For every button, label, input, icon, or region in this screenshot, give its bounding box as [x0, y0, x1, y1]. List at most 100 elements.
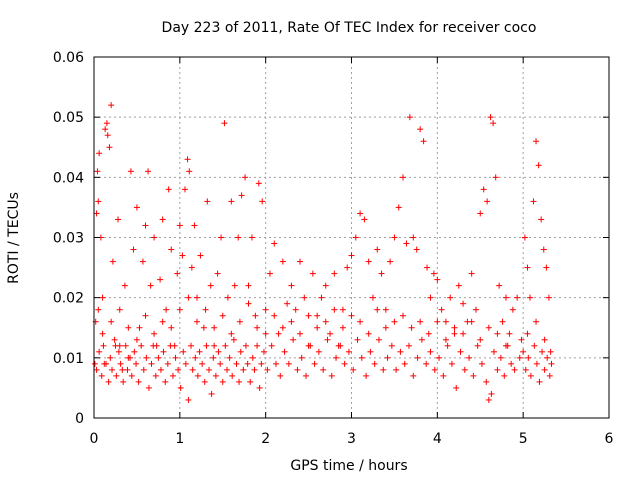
axis-ticks	[93, 56, 610, 419]
data-point	[516, 354, 523, 361]
data-point	[124, 366, 131, 373]
data-point	[427, 348, 434, 355]
data-point	[113, 372, 120, 379]
data-point	[238, 192, 245, 199]
data-point	[133, 204, 140, 211]
data-point	[119, 366, 126, 373]
data-point	[406, 114, 413, 121]
data-point	[105, 378, 112, 385]
data-point	[139, 258, 146, 265]
data-point	[472, 306, 479, 313]
data-point	[184, 156, 191, 163]
data-point	[413, 246, 420, 253]
data-points	[91, 102, 555, 403]
data-point	[301, 294, 308, 301]
data-point	[331, 306, 338, 313]
data-point	[152, 372, 159, 379]
data-point	[365, 258, 372, 265]
data-point	[297, 330, 303, 337]
data-point	[217, 360, 224, 367]
data-point	[182, 360, 189, 367]
data-point	[120, 378, 127, 385]
data-point	[122, 342, 129, 349]
data-point	[414, 354, 421, 361]
data-point	[93, 366, 100, 373]
data-point	[365, 330, 372, 337]
data-point	[155, 354, 162, 361]
data-point	[546, 372, 553, 379]
x-tick-label: 5	[519, 431, 528, 447]
data-point	[140, 366, 147, 373]
data-point	[99, 294, 106, 301]
data-point	[485, 396, 492, 403]
data-point	[488, 390, 495, 397]
data-point	[175, 366, 182, 373]
data-point	[427, 294, 434, 301]
data-point	[543, 264, 550, 271]
data-point	[138, 342, 145, 349]
data-point	[483, 378, 490, 385]
data-point	[339, 324, 346, 331]
data-point	[331, 270, 338, 277]
data-point	[159, 216, 166, 223]
data-point	[127, 168, 134, 175]
data-point	[536, 378, 543, 385]
data-point	[436, 354, 443, 361]
data-point	[142, 222, 149, 229]
data-point	[545, 294, 552, 301]
data-point	[109, 258, 116, 265]
data-point	[408, 324, 415, 331]
data-point	[503, 342, 509, 349]
data-point	[503, 294, 509, 301]
data-point	[200, 324, 207, 331]
data-point	[117, 360, 124, 367]
data-point	[99, 330, 106, 337]
x-tick-label: 1	[175, 431, 184, 447]
data-point	[322, 282, 329, 289]
x-tick-label: 3	[347, 431, 356, 447]
data-point	[272, 360, 279, 367]
data-point	[258, 360, 265, 367]
x-axis-tick-labels: 0 1 2 3 4 5 6	[90, 431, 614, 447]
data-point	[447, 294, 454, 301]
data-point	[457, 348, 464, 355]
data-point	[477, 336, 484, 343]
data-point	[255, 180, 262, 187]
data-point	[403, 240, 410, 247]
data-point	[224, 294, 231, 301]
data-point	[247, 378, 254, 385]
data-point	[410, 234, 417, 241]
data-point	[251, 366, 258, 373]
data-point	[440, 372, 447, 379]
data-point	[194, 318, 200, 325]
data-point	[125, 324, 132, 331]
data-point	[249, 354, 256, 361]
data-point	[145, 168, 152, 175]
data-point	[518, 336, 525, 343]
data-point	[96, 150, 103, 157]
data-point	[212, 372, 219, 379]
data-point	[363, 372, 370, 379]
data-point	[169, 372, 176, 379]
data-point	[393, 366, 400, 373]
data-point	[535, 162, 542, 169]
data-point	[199, 360, 206, 367]
data-point	[297, 258, 303, 265]
data-point	[455, 282, 462, 289]
data-point	[197, 252, 204, 259]
data-point	[466, 354, 473, 361]
data-point	[431, 366, 438, 373]
data-point	[277, 372, 284, 379]
data-point	[303, 372, 310, 379]
data-point	[490, 348, 497, 355]
data-point	[281, 348, 288, 355]
data-point	[324, 336, 331, 343]
data-point	[228, 330, 235, 337]
data-point	[522, 366, 529, 373]
data-point	[290, 336, 297, 343]
data-point	[541, 336, 548, 343]
y-tick-label: 0.04	[53, 170, 84, 186]
data-point	[533, 360, 540, 367]
data-point	[430, 270, 437, 277]
y-tick-label: 0	[75, 411, 84, 427]
